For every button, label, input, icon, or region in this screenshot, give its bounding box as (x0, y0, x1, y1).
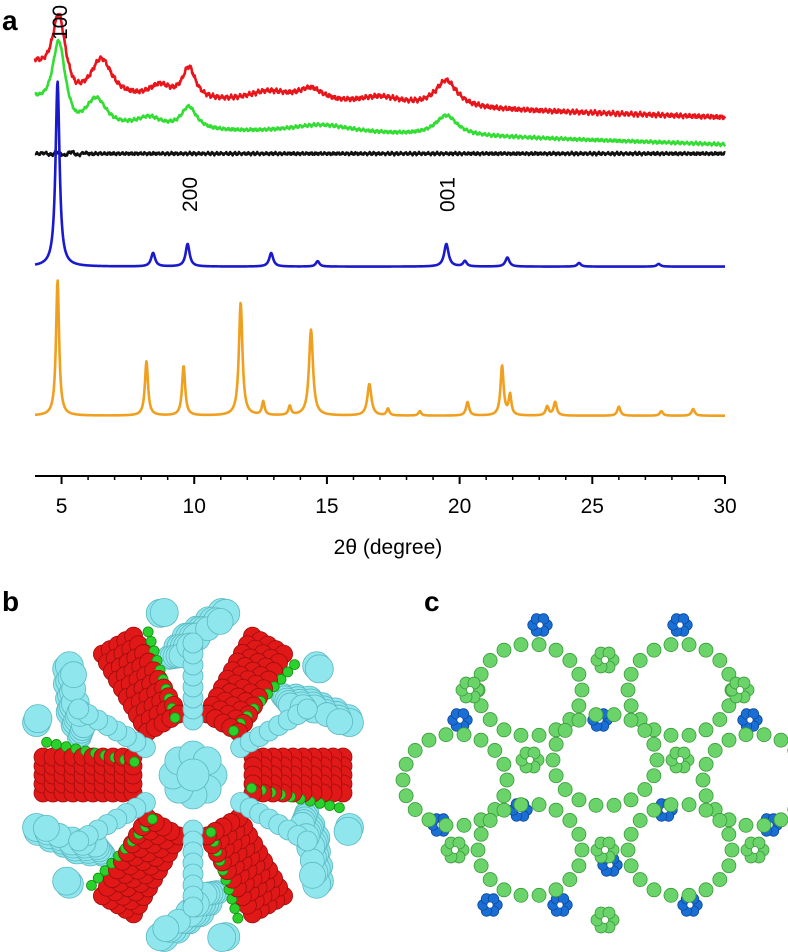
x-tick-label: 30 (713, 495, 736, 518)
peak-label-200: 200 (179, 177, 202, 212)
molecular-model-b (22, 598, 364, 952)
x-axis-label: 2θ (degree) (334, 536, 443, 559)
model-c-atoms (395, 613, 788, 934)
xrd-chart: 5 10 15 20 25 30 100 200 001 2θ (degree) (33, 5, 737, 559)
x-tick-label: 5 (56, 495, 68, 518)
model-b-atoms (22, 598, 364, 952)
peak-labels: 100 200 001 (49, 5, 459, 212)
series-5-line (34, 279, 726, 418)
x-ticks: 5 10 15 20 25 30 (56, 476, 737, 518)
panel-letter-c: c (424, 586, 440, 617)
x-tick-label: 20 (448, 495, 471, 518)
series-1-line (33, 12, 727, 121)
series-layer (33, 12, 727, 418)
x-tick-label: 10 (183, 495, 206, 518)
panel-letter-b: b (2, 586, 19, 617)
series-4-line (34, 80, 726, 268)
x-tick-label: 15 (315, 495, 338, 518)
x-tick-label: 25 (581, 495, 604, 518)
molecular-network-c (395, 613, 788, 934)
series-3-line (34, 149, 726, 158)
peak-label-100: 100 (49, 5, 72, 40)
peak-label-001: 001 (436, 177, 459, 212)
panel-letter-a: a (2, 5, 18, 36)
series-2-line (34, 38, 727, 148)
